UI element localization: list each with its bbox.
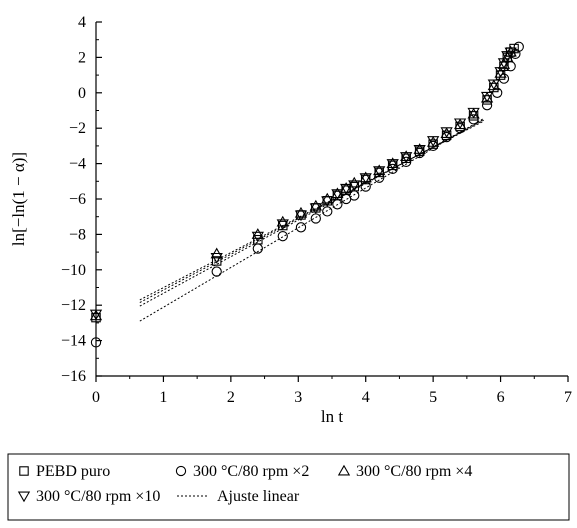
fit-line [139,118,484,307]
data-point-circle [401,156,412,167]
fit-line [139,118,484,322]
data-point-triangle-up [276,215,289,227]
legend: PEBD puro 300 °C/80 rpm ×2 300 °C/80 rpm ×… [7,453,570,521]
data-point-triangle-up [331,187,344,199]
data-point-circle [513,41,524,52]
y-axis-title: ln[−ln(1 − α)] [9,152,28,246]
legend-item: Ajuste linear [177,488,300,505]
legend-label: 300 °C/80 rpm ×10 [36,488,160,505]
data-point-triangle-down [294,210,308,222]
y-tick-label: 4 [78,14,86,31]
x-axis-title: ln t [321,407,343,426]
data-point-triangle-down [331,189,344,200]
data-point-triangle-up [413,143,426,154]
data-point-triangle-up [294,206,308,218]
data-point-triangle-up [386,157,399,169]
y-tick-label: −12 [61,297,86,314]
y-tick-label: −2 [69,120,86,137]
data-point-triangle-down [426,136,440,147]
legend-label: Ajuste linear [217,488,300,505]
data-point-triangle-down [373,166,386,177]
legend-square-icon [19,466,29,476]
y-tick-label: 2 [78,49,86,66]
data-point-triangle-down [348,180,361,192]
data-point-circle [90,337,102,348]
legend-triangle-down-icon [17,491,31,503]
y-tick-label: −14 [61,333,86,350]
x-tick-label: 3 [294,389,302,406]
data-point-circle [387,163,398,175]
legend-item: PEBD puro [19,463,110,480]
data-point-triangle-up [359,171,372,183]
data-point-triangle-down [400,152,413,163]
data-point-circle [211,266,222,277]
legend-item: 300 °C/80 rpm ×4 [337,463,472,480]
series-circle [90,41,524,348]
data-point-triangle-up [251,228,264,239]
legend-triangle-up-icon [337,464,351,476]
data-point-circle [277,231,288,242]
data-point-triangle-down [386,159,399,170]
data-point-triangle-down [89,309,103,321]
series-square [91,43,519,323]
data-point-triangle-down [413,144,426,156]
y-tick-label: −8 [69,226,86,243]
legend-item: 300 °C/80 rpm ×10 [17,488,160,505]
data-point-triangle-down [440,127,453,139]
data-point-triangle-down [321,196,334,208]
y-tick-label: −10 [61,262,86,279]
data-point-triangle-down [210,252,223,264]
data-point-triangle-down [359,173,372,185]
y-tick-label: 0 [78,85,86,102]
data-point-circle [322,206,333,217]
data-point-triangle-down [467,107,480,119]
x-tick-label: 0 [92,389,100,406]
data-point-triangle-down [453,118,467,130]
data-point-triangle-down [276,219,289,231]
data-point-circle [374,172,385,183]
data-point-triangle-down [340,183,353,195]
y-tick-label: −6 [69,191,86,208]
series-points [89,41,524,348]
data-point-triangle-down [309,203,322,215]
data-point-triangle-up [321,192,334,204]
x-tick-label: 2 [227,389,235,406]
y-ticks: −16 −14 −12 −10 −8 −6 −4 −2 0 2 4 [61,14,102,385]
data-point-circle [252,243,263,254]
data-point-triangle-up [309,199,322,211]
x-tick-label: 1 [159,389,167,406]
data-point-circle [295,222,307,233]
x-tick-label: 4 [362,389,370,406]
series-triangle-up [89,45,517,321]
data-point-triangle-down [494,67,507,78]
legend-items: PEBD puro 300 °C/80 rpm ×2 300 °C/80 rpm ×… [17,463,472,505]
x-tick-label: 5 [429,389,437,406]
data-point-triangle-down [251,231,264,243]
legend-label: 300 °C/80 rpm ×4 [356,463,472,480]
data-point-triangle-down [504,47,517,59]
data-point-triangle-down [487,79,500,91]
data-point-triangle-down [480,91,494,103]
data-point-triangle-down [497,58,511,70]
data-point-circle [310,213,321,224]
x-tick-label: 6 [497,389,505,406]
data-point-triangle-up [373,164,386,176]
data-point-circle [468,114,479,125]
series-triangle-down [89,47,517,321]
legend-label: 300 °C/80 rpm ×2 [193,463,309,480]
y-tick-label: −4 [69,156,86,173]
legend-circle-icon [175,465,187,477]
legend-item: 300 °C/80 rpm ×2 [175,463,309,480]
data-point-triangle-up [348,176,361,188]
data-point-triangle-up [400,150,413,161]
data-point-triangle-up [340,182,353,193]
x-tick-label: 7 [564,389,572,406]
legend-box [7,453,570,521]
data-point-square [211,256,222,266]
y-tick-label: −16 [61,368,86,385]
x-ticks: 0 1 2 3 4 5 6 7 [92,376,572,406]
legend-label: PEBD puro [36,463,110,480]
fit-line [139,119,484,303]
